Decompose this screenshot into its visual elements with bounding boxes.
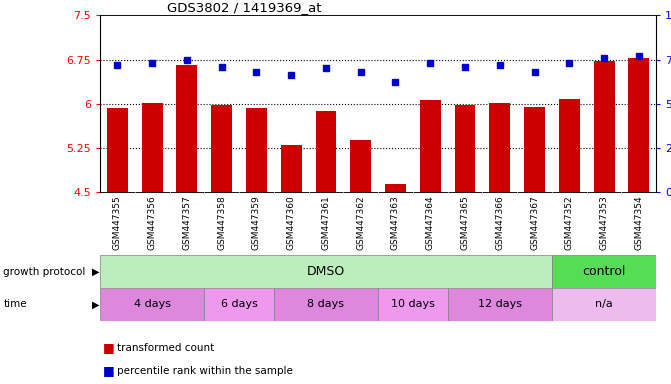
Bar [629,58,650,192]
Bar [489,103,510,192]
Text: GSM447365: GSM447365 [460,195,470,250]
Text: percentile rank within the sample: percentile rank within the sample [117,366,293,376]
Bar [176,65,197,192]
Text: transformed count: transformed count [117,343,214,353]
Bar [211,106,232,192]
Bar [280,145,302,192]
Text: 12 days: 12 days [478,299,522,310]
Bar [274,288,378,321]
Bar [100,288,204,321]
Text: DMSO: DMSO [307,265,345,278]
Bar [559,99,580,192]
Text: n/a: n/a [595,299,613,310]
Text: GSM447357: GSM447357 [183,195,191,250]
Bar [454,106,476,192]
Text: growth protocol: growth protocol [3,266,86,277]
Text: GSM447363: GSM447363 [391,195,400,250]
Bar [315,111,336,192]
Text: GSM447367: GSM447367 [530,195,539,250]
Text: 4 days: 4 days [134,299,170,310]
Text: 10 days: 10 days [391,299,435,310]
Text: GSM447362: GSM447362 [356,195,365,250]
Text: GSM447352: GSM447352 [565,195,574,250]
Text: GSM447354: GSM447354 [634,195,643,250]
Text: 8 days: 8 days [307,299,344,310]
Text: GSM447364: GSM447364 [426,195,435,250]
Text: GDS3802 / 1419369_at: GDS3802 / 1419369_at [166,1,321,14]
Text: ■: ■ [103,364,115,377]
Bar [552,288,656,321]
Text: 6 days: 6 days [221,299,258,310]
Bar [142,103,162,192]
Text: time: time [3,299,27,310]
Text: GSM447353: GSM447353 [600,195,609,250]
Bar [524,107,545,192]
Text: GSM447360: GSM447360 [287,195,296,250]
Bar [100,255,552,288]
Text: ■: ■ [103,341,115,354]
Text: GSM447361: GSM447361 [321,195,330,250]
Text: ▶: ▶ [92,266,99,277]
Bar [204,288,274,321]
Bar [107,108,127,192]
Text: control: control [582,265,626,278]
Bar [420,100,441,192]
Bar [246,108,267,192]
Text: GSM447358: GSM447358 [217,195,226,250]
Text: GSM447356: GSM447356 [148,195,156,250]
Bar [350,140,371,192]
Bar [448,288,552,321]
Bar [378,288,448,321]
Bar [594,61,615,192]
Text: GSM447359: GSM447359 [252,195,261,250]
Text: GSM447366: GSM447366 [495,195,505,250]
Text: GSM447355: GSM447355 [113,195,122,250]
Text: ▶: ▶ [92,299,99,310]
Bar [552,255,656,288]
Bar [385,184,406,192]
